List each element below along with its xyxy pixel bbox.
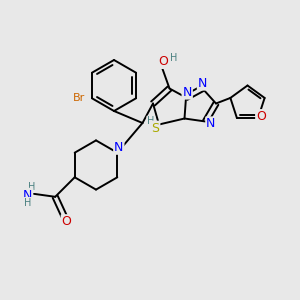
Text: O: O [62,215,71,228]
Text: N: N [23,189,32,202]
Text: N: N [114,141,124,154]
Text: O: O [159,55,168,68]
Text: N: N [198,76,207,90]
Text: H: H [147,116,155,127]
Text: H: H [28,182,35,192]
Text: H: H [24,198,31,208]
Text: S: S [152,122,159,135]
Text: Br: Br [73,93,86,103]
Text: N: N [206,117,216,130]
Text: H: H [170,53,177,64]
Text: N: N [182,85,192,99]
Text: O: O [256,110,266,123]
